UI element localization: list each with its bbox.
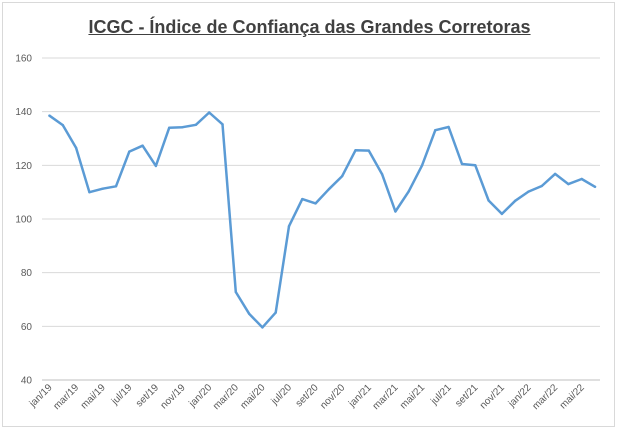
data-point xyxy=(380,173,384,176)
y-tick-label: 120 xyxy=(15,161,32,172)
data-point xyxy=(500,212,504,216)
data-point xyxy=(208,111,211,114)
x-tick-label: mar/20 xyxy=(211,382,241,412)
y-tick-label: 140 xyxy=(15,107,32,118)
data-point xyxy=(128,150,131,153)
x-tick-label: mar/19 xyxy=(51,382,81,412)
data-point xyxy=(367,149,370,152)
series-layer xyxy=(48,111,597,329)
x-tick-label: mar/21 xyxy=(371,382,401,412)
data-point xyxy=(580,177,583,181)
y-axis-ticks: 40 60 80 100 120 140 160 xyxy=(15,54,32,387)
chart-frame xyxy=(2,2,615,427)
x-tick-label: nov/21 xyxy=(478,382,507,411)
x-tick-label: jul/20 xyxy=(269,382,295,408)
series-line xyxy=(48,111,597,329)
data-point xyxy=(474,164,477,167)
x-tick-label: jan/20 xyxy=(187,382,215,410)
data-point xyxy=(354,149,357,152)
data-point xyxy=(181,126,184,129)
data-point xyxy=(74,146,78,150)
y-tick-label: 100 xyxy=(15,215,32,226)
data-point xyxy=(593,185,597,188)
data-point xyxy=(114,185,118,188)
data-point xyxy=(61,123,64,127)
gridlines xyxy=(42,57,600,327)
x-tick-label: mai/22 xyxy=(558,382,587,411)
data-point xyxy=(527,190,530,193)
data-point xyxy=(48,114,51,117)
x-tick-label: mai/21 xyxy=(398,382,427,411)
data-point xyxy=(234,290,237,294)
x-tick-label: mai/19 xyxy=(79,382,108,411)
data-point xyxy=(221,123,224,126)
data-point xyxy=(553,172,557,176)
x-tick-label: nov/19 xyxy=(159,382,188,411)
chart-title: ICGC - Índice de Confiança das Grandes C… xyxy=(88,17,531,37)
data-point xyxy=(301,197,304,201)
data-point xyxy=(567,182,570,186)
data-point xyxy=(487,199,490,202)
data-point xyxy=(514,199,517,202)
x-tick-label: mar/22 xyxy=(530,382,560,412)
data-point xyxy=(394,210,397,213)
data-point xyxy=(327,188,331,191)
y-tick-label: 40 xyxy=(21,376,33,387)
x-tick-label: jan/21 xyxy=(346,382,374,410)
y-tick-label: 60 xyxy=(21,322,33,333)
x-tick-label: nov/20 xyxy=(318,382,347,411)
x-tick-label: set/19 xyxy=(134,382,161,409)
x-tick-label: jul/21 xyxy=(428,382,454,408)
data-point xyxy=(447,125,450,129)
x-tick-label: jan/22 xyxy=(506,382,534,410)
x-tick-label: set/20 xyxy=(294,382,321,409)
data-point xyxy=(460,162,464,166)
data-point xyxy=(88,191,91,194)
data-point xyxy=(154,164,158,168)
data-point xyxy=(287,225,291,228)
data-point xyxy=(274,311,277,314)
data-point xyxy=(314,202,317,205)
x-tick-label: set/21 xyxy=(453,382,480,409)
y-tick-label: 80 xyxy=(21,268,33,279)
data-point xyxy=(168,126,171,129)
y-tick-label: 160 xyxy=(15,54,32,65)
data-point xyxy=(247,312,251,315)
data-point xyxy=(101,187,104,190)
data-point xyxy=(540,184,543,188)
data-point xyxy=(141,144,144,147)
data-point xyxy=(194,123,198,127)
data-point xyxy=(420,164,424,167)
x-tick-label: jul/19 xyxy=(109,382,135,408)
data-point xyxy=(341,174,344,178)
data-point xyxy=(407,190,410,193)
data-point xyxy=(434,129,437,132)
data-point xyxy=(261,326,264,329)
x-tick-label: mai/20 xyxy=(238,382,267,411)
